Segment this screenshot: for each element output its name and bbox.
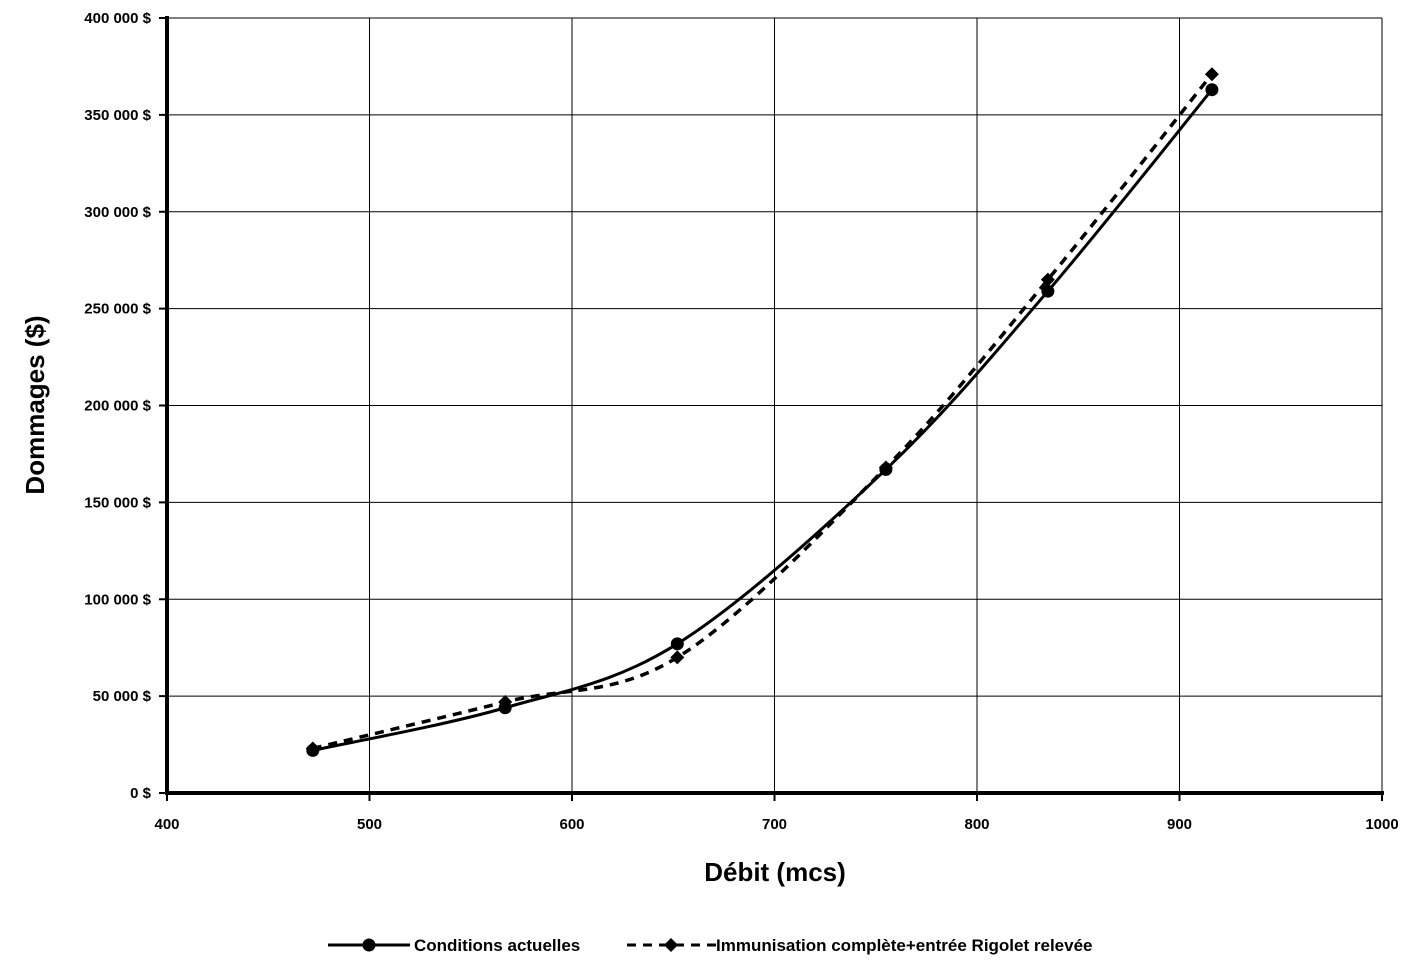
y-tick-label: 300 000 $: [84, 204, 151, 221]
circle-point: [1205, 83, 1219, 97]
series: [305, 67, 1219, 757]
series-2: [305, 67, 1219, 756]
x-tick-label: 400: [154, 816, 179, 833]
series-1: [306, 83, 1219, 757]
legend-marker-2: [664, 938, 678, 952]
x-tick-label: 600: [559, 816, 584, 833]
axes: [159, 16, 1384, 801]
y-tick-label: 400 000 $: [84, 10, 151, 27]
y-tick-label: 0 $: [130, 785, 152, 802]
legend-label-1: Conditions actuelles: [414, 936, 580, 955]
diamond-point: [305, 741, 320, 756]
tick-labels: 0 $ 50 000 $ 100 000 $ 150 000 $ 200 000 $ 25…: [84, 10, 1398, 833]
legend-item-1: Conditions actuelles: [328, 936, 580, 955]
diamond-point: [498, 694, 513, 709]
x-tick-label: 700: [762, 816, 787, 833]
series-line-2: [312, 73, 1214, 751]
legend-label-2: Immunisation complète+entrée Rigolet rel…: [716, 936, 1092, 955]
legend: Conditions actuelles Immunisation complèt…: [328, 936, 1092, 955]
diamond-point: [1204, 67, 1219, 82]
x-tick-label: 900: [1167, 816, 1192, 833]
x-tick-label: 1000: [1365, 816, 1398, 833]
diamond-point: [1040, 272, 1055, 287]
y-tick-label: 350 000 $: [84, 107, 151, 124]
legend-marker-1: [362, 938, 376, 952]
circle-point: [1041, 284, 1055, 298]
x-axis-title: Débit (mcs): [704, 857, 846, 887]
grid: [167, 17, 1383, 793]
x-tick-label: 800: [964, 816, 989, 833]
y-tick-label: 200 000 $: [84, 398, 151, 415]
y-axis-title: Dommages ($): [20, 315, 50, 494]
circle-point: [670, 637, 684, 651]
x-tick-label: 500: [357, 816, 382, 833]
y-tick-label: 150 000 $: [84, 494, 151, 511]
y-tick-label: 100 000 $: [84, 591, 151, 608]
legend-item-2: Immunisation complète+entrée Rigolet rel…: [627, 936, 1092, 955]
diamond-point: [878, 460, 893, 475]
series-line-1: [312, 88, 1214, 752]
y-tick-label: 250 000 $: [84, 301, 151, 318]
y-tick-label: 50 000 $: [93, 688, 152, 705]
diamond-point: [670, 650, 685, 665]
